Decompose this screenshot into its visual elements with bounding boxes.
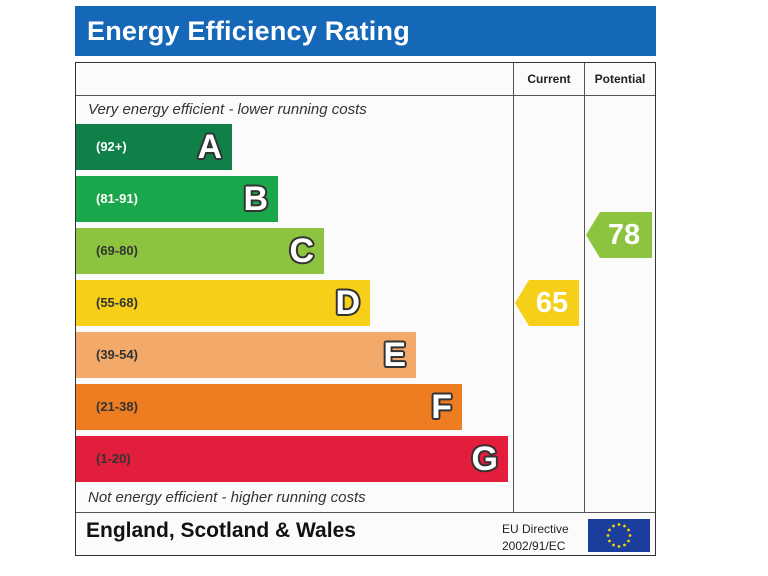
directive-line-2: 2002/91/EC: [502, 539, 566, 553]
band-range-label: (1-20): [96, 451, 131, 466]
eu-star: [627, 539, 630, 543]
eu-star: [623, 524, 626, 528]
eu-star: [623, 543, 626, 547]
eu-star: [608, 528, 611, 532]
band-range-label: (81-91): [96, 191, 138, 206]
potential-rating-arrow: 78: [586, 212, 652, 258]
band-letter: F: [431, 388, 452, 426]
eu-flag-icon: [588, 519, 650, 552]
band-c: (69-80) C: [76, 228, 324, 274]
footer-divider: [76, 512, 655, 513]
band-range-label: (69-80): [96, 243, 138, 258]
band-d: (55-68) D: [76, 280, 370, 326]
band-letter: A: [197, 128, 222, 166]
chart-frame: Current Potential Very energy efficient …: [75, 62, 656, 556]
band-g: (1-20) G: [76, 436, 508, 482]
eu-directive: EU Directive 2002/91/EC: [502, 521, 569, 555]
eu-star: [617, 545, 621, 548]
bottom-caption: Not energy efficient - higher running co…: [88, 489, 366, 506]
band-range-label: (39-54): [96, 347, 138, 362]
potential-column-divider: [584, 63, 585, 512]
band-b: (81-91) B: [76, 176, 278, 222]
eu-star: [606, 534, 610, 537]
band-letter: E: [383, 336, 406, 374]
band-letter: G: [471, 440, 498, 478]
eu-star: [627, 528, 630, 532]
eu-star: [612, 543, 615, 547]
current-column-header: Current: [527, 72, 571, 86]
header-divider: [76, 95, 655, 96]
band-f: (21-38) F: [76, 384, 462, 430]
eu-star: [628, 534, 632, 537]
region-label: England, Scotland & Wales: [86, 519, 356, 542]
eu-star: [612, 524, 615, 528]
potential-column-header: Potential: [594, 72, 646, 86]
band-a: (92+) A: [76, 124, 232, 170]
band-range-label: (55-68): [96, 295, 138, 310]
eu-star: [608, 539, 611, 543]
band-letter: B: [243, 180, 268, 218]
directive-line-1: EU Directive: [502, 522, 569, 536]
band-range-label: (21-38): [96, 399, 138, 414]
top-caption: Very energy efficient - lower running co…: [88, 101, 367, 118]
band-e: (39-54) E: [76, 332, 416, 378]
current-column-divider: [513, 63, 514, 512]
chart-title: Energy Efficiency Rating: [75, 6, 656, 56]
eu-star: [617, 523, 621, 526]
current-rating-arrow: 65: [515, 280, 579, 326]
band-letter: C: [289, 232, 314, 270]
band-range-label: (92+): [96, 139, 127, 154]
band-letter: D: [335, 284, 360, 322]
